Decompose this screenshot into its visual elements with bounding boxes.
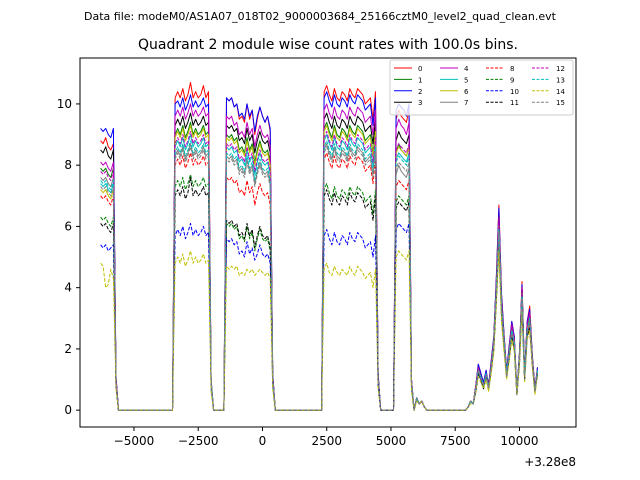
axes-frame xyxy=(79,57,577,428)
x-tick-label: 7500 xyxy=(440,434,471,448)
series-line-2 xyxy=(100,91,538,411)
series-line-15 xyxy=(100,146,538,411)
x-tick-label: 10000 xyxy=(500,434,538,448)
legend-label: 15 xyxy=(556,99,565,107)
y-tick-label: 10 xyxy=(57,97,72,111)
series-line-14 xyxy=(100,250,538,411)
legend-box xyxy=(389,59,574,116)
x-tick-label: −5000 xyxy=(114,434,155,448)
y-tick-label: 4 xyxy=(64,281,72,295)
series-line-8 xyxy=(100,152,538,411)
y-axis: 0 2 4 6 8 10 xyxy=(57,97,80,417)
series-line-1 xyxy=(100,121,538,411)
series-line-12 xyxy=(100,131,538,411)
legend-label: 10 xyxy=(510,88,519,96)
legend-label: 12 xyxy=(556,65,565,73)
x-axis: −5000 −2500 0 2500 5000 7500 10000 xyxy=(114,427,539,448)
chart-title: Quadrant 2 module wise count rates with … xyxy=(138,37,518,53)
legend-label: 8 xyxy=(510,65,514,73)
x-offset-label: +3.28e8 xyxy=(524,455,576,469)
x-tick-label: −2500 xyxy=(178,434,219,448)
legend-label: 2 xyxy=(418,88,422,96)
legend-label: 3 xyxy=(418,99,422,107)
x-tick-label: 5000 xyxy=(376,434,407,448)
series-line-10 xyxy=(100,222,538,411)
legend-label: 7 xyxy=(464,99,468,107)
y-tick-label: 0 xyxy=(64,403,72,417)
series-line-4 xyxy=(100,103,538,411)
series-line-6 xyxy=(100,124,538,411)
legend-label: 0 xyxy=(418,65,422,73)
series-line-3 xyxy=(100,112,538,411)
y-tick-label: 6 xyxy=(64,219,72,233)
legend-label: 4 xyxy=(464,65,469,73)
legend-label: 5 xyxy=(464,76,468,84)
series-line-9 xyxy=(100,173,538,411)
legend-label: 6 xyxy=(464,88,469,96)
legend-label: 11 xyxy=(510,99,519,107)
series-line-7 xyxy=(100,143,538,411)
series-layer xyxy=(100,82,538,411)
y-tick-label: 8 xyxy=(64,158,72,172)
series-line-0 xyxy=(100,82,538,411)
legend-label: 1 xyxy=(418,76,422,84)
series-line-11 xyxy=(100,176,538,411)
x-tick-label: 0 xyxy=(259,434,267,448)
legend-label: 9 xyxy=(510,76,514,84)
series-line-13 xyxy=(100,140,538,411)
legend-label: 13 xyxy=(556,76,565,84)
y-tick-label: 2 xyxy=(64,342,72,356)
datafile-label: Data file: modeM0/AS1A07_018T02_90000036… xyxy=(84,10,557,23)
x-tick-label: 2500 xyxy=(311,434,342,448)
legend-label: 14 xyxy=(556,88,565,96)
series-line-5 xyxy=(100,134,538,411)
